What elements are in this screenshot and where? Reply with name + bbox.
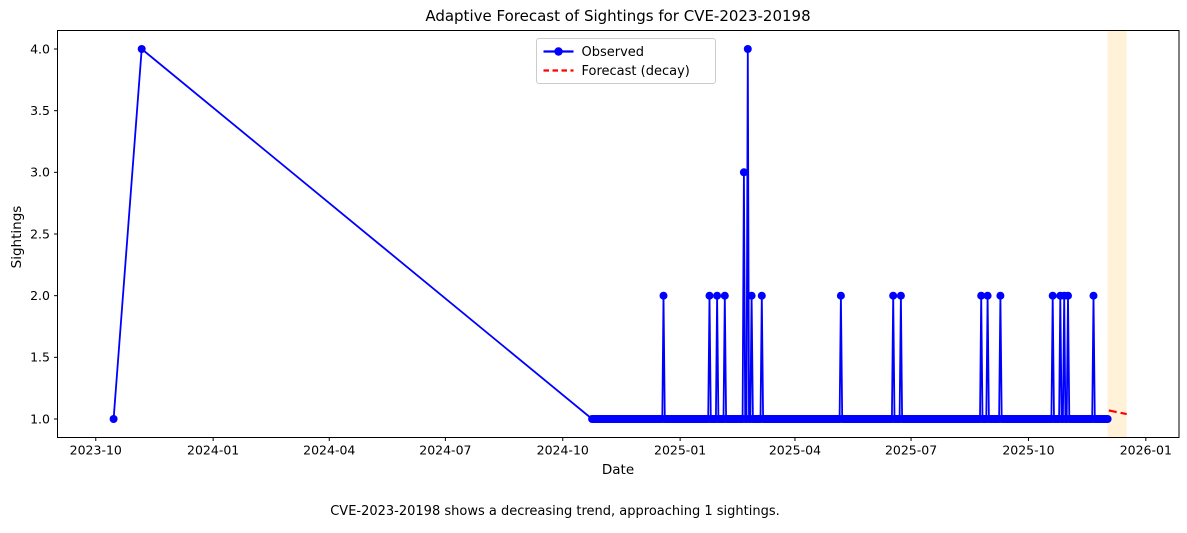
y-tick-label: 3.0 [30,165,50,180]
x-tick-label: 2024-07 [419,443,471,458]
y-tick-label: 1.0 [30,411,50,426]
y-tick-label: 3.5 [30,103,50,118]
observed-marker [1103,415,1112,423]
observed-marker [1048,291,1057,300]
x-tick-label: 2025-10 [1002,443,1054,458]
observed-marker [109,415,118,423]
axes-spines [57,30,1180,438]
legend-sample-observed-marker [554,47,563,56]
forecast-line [1108,409,1127,416]
observed-marker [1064,291,1072,300]
observed-line [112,48,1108,420]
observed-marker [743,45,752,53]
legend-box [536,38,716,84]
observed-marker [713,291,722,300]
x-tick-label: 2024-04 [303,443,355,458]
y-tick-label: 2.5 [30,226,50,241]
observed-marker [720,291,729,300]
y-axis-label: Sightings [9,205,25,269]
observed-marker [977,291,986,300]
figure-caption: CVE-2023-20198 shows a decreasing trend,… [330,504,780,519]
x-tick-label: 2025-07 [885,443,937,458]
legend-label: Forecast (decay) [582,64,690,79]
observed-marker [896,291,905,300]
x-tick-label: 2023-10 [70,443,122,458]
chart-title: Adaptive Forecast of Sightings for CVE-2… [425,7,811,25]
observed-marker [739,168,748,177]
y-tick-label: 2.0 [30,288,50,303]
y-tick-label: 1.5 [30,350,50,365]
x-tick-label: 2025-01 [654,443,706,458]
x-tick-label: 2024-01 [187,443,239,458]
observed-marker [747,291,756,300]
forecast-band [1107,30,1127,438]
x-tick-label: 2025-04 [769,443,821,458]
x-tick-label: 2024-10 [537,443,589,458]
x-axis-label: Date [601,462,635,478]
observed-marker [889,291,898,300]
observed-marker [836,291,845,300]
observed-marker [983,291,992,300]
observed-marker [705,291,714,300]
observed-marker [1089,291,1098,300]
legend-label: Observed [582,45,645,60]
y-tick-label: 4.0 [30,41,50,56]
x-tick-label: 2026-01 [1120,443,1172,458]
observed-marker [757,291,766,300]
observed-marker [659,291,668,300]
observed-marker [996,291,1005,300]
observed-marker [137,45,146,53]
